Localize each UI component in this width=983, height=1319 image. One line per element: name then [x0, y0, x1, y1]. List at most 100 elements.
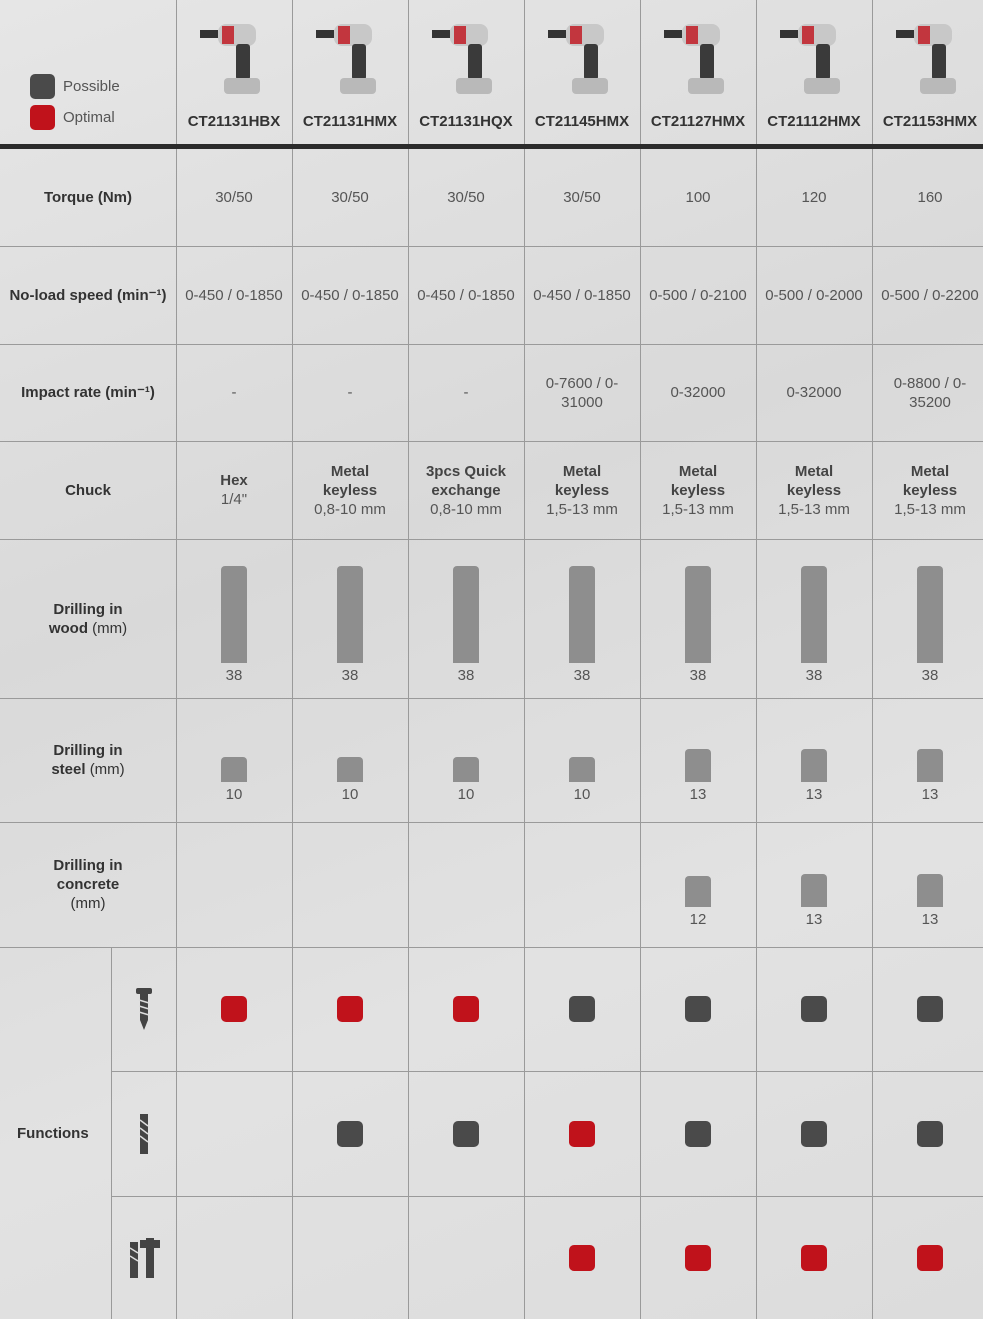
spec-value: 30/50 — [215, 189, 253, 206]
spec-value: - — [463, 384, 469, 401]
spec-cell: 0-7600 / 0-31000 — [524, 344, 640, 441]
drilling-value: 13 — [805, 786, 823, 803]
function-marker — [337, 1120, 363, 1147]
row-divider — [0, 539, 983, 540]
spec-cell: 120 — [756, 149, 872, 246]
drilling-bar — [337, 756, 363, 782]
legend-label: Optimal — [63, 108, 115, 126]
spec-value: 100 — [685, 189, 711, 206]
drilling-value: 12 — [689, 911, 707, 928]
function-marker — [917, 996, 943, 1022]
spec-value: 30/50 — [331, 189, 369, 206]
chuck-type: Metal keyless — [670, 462, 726, 499]
spec-value: 0-450 / 0-1850 — [533, 286, 631, 304]
spec-value: - — [347, 384, 353, 401]
legend-swatch — [30, 73, 55, 99]
spec-cell: 0-450 / 0-1850 — [176, 246, 292, 344]
function-marker — [685, 1120, 711, 1147]
drilling-bar — [221, 756, 247, 782]
spec-value: 0-32000 — [670, 384, 726, 401]
spec-value: 0-450 / 0-1850 — [185, 286, 283, 304]
spec-value: 0-450 / 0-1850 — [301, 286, 399, 304]
row-label-text: Chuck — [65, 481, 111, 499]
chuck-size: 1/4" — [220, 491, 248, 508]
column-divider — [756, 0, 757, 1319]
spec-cell: 160 — [872, 149, 983, 246]
legend: Possible Optimal — [30, 72, 120, 131]
product-image — [664, 24, 724, 94]
drilling-value: 10 — [457, 786, 475, 803]
row-label: Functions — [0, 947, 111, 1319]
function-marker — [569, 1244, 595, 1271]
column-divider — [408, 0, 409, 1319]
spec-value: 0-8800 / 0-35200 — [893, 374, 967, 411]
chuck-type: Metal keyless — [786, 462, 842, 499]
spec-cell: 100 — [640, 149, 756, 246]
product-image — [316, 24, 376, 94]
spec-cell: 0-450 / 0-1850 — [524, 246, 640, 344]
drilling-value: 38 — [341, 667, 359, 684]
drilling-value: 38 — [457, 667, 475, 684]
product-image — [200, 24, 260, 94]
row-divider — [111, 1071, 983, 1072]
product-image — [432, 24, 492, 94]
drilling-bar — [453, 756, 479, 782]
spec-value: 0-450 / 0-1850 — [417, 286, 515, 304]
row-label-text: Functions — [17, 1124, 89, 1142]
row-label-text: Impact rate (min⁻¹) — [21, 384, 155, 401]
product-image — [896, 24, 956, 94]
function-marker — [453, 996, 479, 1022]
row-divider — [0, 246, 983, 247]
spec-cell: 0-500 / 0-2200 — [872, 246, 983, 344]
drilling-unit: (mm) — [89, 761, 125, 778]
drilling-value: 38 — [689, 667, 707, 684]
spec-cell: 0-32000 — [756, 344, 872, 441]
hammer-drill-icon — [129, 1238, 160, 1278]
drill-bit-icon — [139, 1114, 149, 1154]
chuck-size: 0,8-10 mm — [314, 500, 386, 518]
row-label: Drilling in concrete (mm) — [0, 822, 176, 947]
product-name: CT21153HMX — [882, 113, 978, 130]
row-label-text: Drilling in concrete (mm) — [38, 856, 138, 913]
row-label: No-load speed (min⁻¹) — [0, 246, 176, 344]
row-divider — [0, 698, 983, 699]
row-divider — [0, 441, 983, 442]
chuck-cell: 3pcs Quick exchange 0,8-10 mm — [408, 441, 524, 539]
drilling-value: 38 — [573, 667, 591, 684]
spec-value: 0-500 / 0-2000 — [765, 286, 863, 304]
product-image — [780, 24, 840, 94]
product-name: CT21145HMX — [534, 113, 630, 130]
drilling-bar — [685, 748, 711, 782]
drilling-bar — [801, 566, 827, 663]
drilling-value: 10 — [341, 786, 359, 803]
row-divider — [0, 344, 983, 345]
chuck-size: 0,8-10 mm — [430, 500, 502, 518]
drilling-bar — [917, 748, 943, 782]
drilling-label: Drilling in concrete — [53, 857, 123, 893]
function-marker — [917, 1244, 943, 1271]
drilling-value: 13 — [921, 786, 939, 803]
chuck-type: Metal keyless — [322, 462, 378, 499]
spec-value: 120 — [801, 189, 827, 206]
spec-value: 0-500 / 0-2200 — [881, 286, 979, 304]
function-marker — [917, 1120, 943, 1147]
drilling-bar — [917, 566, 943, 663]
column-divider — [872, 0, 873, 1319]
drilling-bar — [453, 566, 479, 663]
column-divider — [111, 947, 112, 1319]
column-divider — [640, 0, 641, 1319]
spec-cell: 0-32000 — [640, 344, 756, 441]
chuck-size: 1,5-13 mm — [894, 500, 966, 518]
function-marker — [453, 1120, 479, 1147]
drilling-unit: (mm) — [70, 895, 106, 912]
product-image — [548, 24, 608, 94]
row-label: Chuck — [0, 441, 176, 539]
drilling-value: 38 — [921, 667, 939, 684]
chuck-type: 3pcs Quick exchange — [425, 462, 507, 499]
chuck-type: Metal keyless — [902, 462, 958, 499]
spec-value: 30/50 — [447, 189, 485, 206]
drilling-bar — [569, 756, 595, 782]
drilling-bar — [801, 873, 827, 907]
function-marker — [685, 996, 711, 1022]
chuck-size: 1,5-13 mm — [662, 500, 734, 518]
